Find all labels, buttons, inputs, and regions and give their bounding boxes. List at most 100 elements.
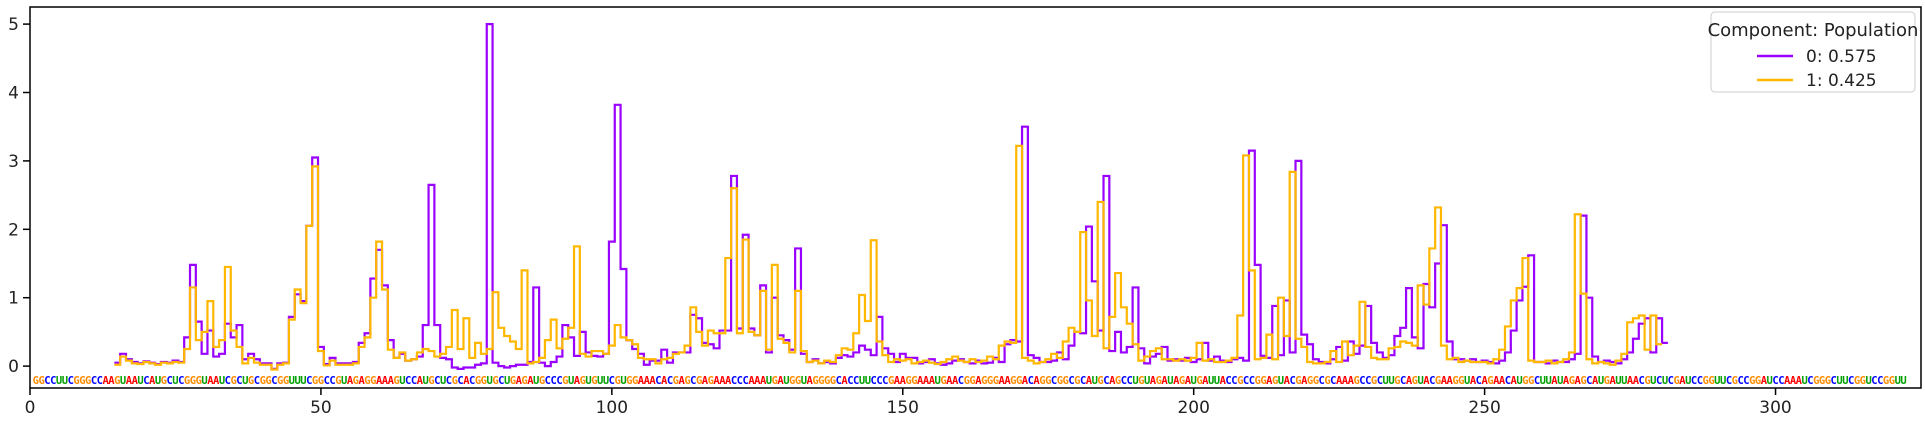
sequence-letter: G xyxy=(1016,375,1022,387)
sequence-letter: G xyxy=(1138,375,1144,387)
sequence-letter: G xyxy=(1295,375,1301,387)
sequence-letter: U xyxy=(865,375,871,387)
sequence-letter: U xyxy=(1900,375,1906,387)
sequence-letter: C xyxy=(91,375,97,387)
sequence-letter: A xyxy=(952,375,959,387)
sequence-letter: G xyxy=(1732,375,1738,387)
sequence-letter: A xyxy=(1796,375,1803,387)
sequence-letter: G xyxy=(335,375,341,387)
plot-frame xyxy=(29,6,1922,389)
sequence-letter: U xyxy=(1836,375,1842,387)
sequence-letter: C xyxy=(876,375,882,387)
x-tick-label: 250 xyxy=(1468,398,1500,418)
sequence-letter: C xyxy=(1743,375,1749,387)
sequence-letter: C xyxy=(1848,375,1854,387)
sequence-letter: C xyxy=(667,375,673,387)
sequence-letter: G xyxy=(969,375,975,387)
sequence-letter: U xyxy=(219,375,225,387)
sequence-letter: A xyxy=(132,375,139,387)
sequence-letter: C xyxy=(1877,375,1883,387)
sequence-letter: G xyxy=(562,375,568,387)
sequence-letter: A xyxy=(1342,375,1349,387)
sequence-letter: A xyxy=(1423,375,1430,387)
sequence-letter: A xyxy=(1406,375,1413,387)
sequence-letter: U xyxy=(1383,375,1389,387)
sequence-letter: U xyxy=(1598,375,1604,387)
sequence-letter: A xyxy=(661,375,668,387)
sequence-letter: G xyxy=(626,375,632,387)
sequence-letter: A xyxy=(463,375,470,387)
sequence-letter: A xyxy=(1511,375,1518,387)
sequence-letter: U xyxy=(289,375,295,387)
sequence-letter: C xyxy=(254,375,260,387)
sequence-letter: A xyxy=(126,375,133,387)
y-tick-label: 3 xyxy=(8,152,19,172)
sequence-letter: A xyxy=(702,375,709,387)
sequence-letter: G xyxy=(1749,375,1755,387)
sequence-letter: A xyxy=(1086,375,1093,387)
sequence-letter: A xyxy=(1266,375,1273,387)
sequence-letter: G xyxy=(696,375,702,387)
sequence-letter: U xyxy=(1167,375,1173,387)
sequence-letter: C xyxy=(271,375,277,387)
sequence-letter: U xyxy=(533,375,539,387)
y-tick-label: 4 xyxy=(8,84,19,104)
sequence-letter: U xyxy=(399,375,405,387)
sequence-letter: C xyxy=(1359,375,1365,387)
sequence-letter: A xyxy=(760,375,767,387)
sequence-letter: C xyxy=(1639,375,1645,387)
sequence-letter: U xyxy=(1214,375,1220,387)
sequence-letter: U xyxy=(766,375,772,387)
sequence-letter: C xyxy=(457,375,463,387)
sequence-letter: G xyxy=(1755,375,1761,387)
sequence-letter: G xyxy=(591,375,597,387)
x-tick-label: 0 xyxy=(25,398,36,418)
sequence-letter: G xyxy=(1272,375,1278,387)
series-line-1 xyxy=(114,144,1663,371)
sequence-letter: U xyxy=(294,375,300,387)
sequence-letter: C xyxy=(68,375,74,387)
sequence-letter: G xyxy=(277,375,283,387)
sequence-letter: G xyxy=(1644,375,1650,387)
sequence-letter: G xyxy=(1196,375,1202,387)
sequence-letter: A xyxy=(1592,375,1599,387)
sequence-letter: A xyxy=(841,375,848,387)
sequence-letter: G xyxy=(1324,375,1330,387)
sequence-letter: C xyxy=(44,375,50,387)
sequence-letter: A xyxy=(1220,375,1227,387)
sequence-letter: G xyxy=(1313,375,1319,387)
sequence-letter: A xyxy=(748,375,755,387)
sequence-letter: C xyxy=(958,375,964,387)
sequence-letter: A xyxy=(1441,375,1448,387)
sequence-letter: G xyxy=(481,375,487,387)
sequence-letter: C xyxy=(1319,375,1325,387)
sequence-letter: A xyxy=(1633,375,1640,387)
sequence-letter: U xyxy=(242,375,248,387)
sequence-letter: A xyxy=(1173,375,1180,387)
x-tick-label: 150 xyxy=(887,398,919,418)
sequence-letter: C xyxy=(97,375,103,387)
sequence-letter: G xyxy=(981,375,987,387)
sequence-letter: C xyxy=(1586,375,1592,387)
sequence-letter: G xyxy=(318,375,324,387)
sequence-letter: A xyxy=(900,375,907,387)
sequence-letter: G xyxy=(1854,375,1860,387)
sequence-letter: C xyxy=(731,375,737,387)
sequence-letter: G xyxy=(1371,375,1377,387)
sequence-letter: U xyxy=(1842,375,1848,387)
legend-title: Component: Population xyxy=(1708,20,1919,41)
sequence-letter: G xyxy=(993,375,999,387)
sequence-letter: A xyxy=(1761,375,1768,387)
sequence-letter: C xyxy=(1807,375,1813,387)
sequence-letter: G xyxy=(539,375,545,387)
sequence-letter: A xyxy=(516,375,523,387)
sequence-letter: G xyxy=(1057,375,1063,387)
sequence-letter: A xyxy=(1185,375,1192,387)
sequence-letter: U xyxy=(172,375,178,387)
sequence-letter: C xyxy=(1121,375,1127,387)
sequence-letter: C xyxy=(1080,375,1086,387)
sequence-letter: G xyxy=(772,375,778,387)
sequence-letter: C xyxy=(446,375,452,387)
sequence-letter: A xyxy=(638,375,645,387)
sequence-letter: G xyxy=(1394,375,1400,387)
